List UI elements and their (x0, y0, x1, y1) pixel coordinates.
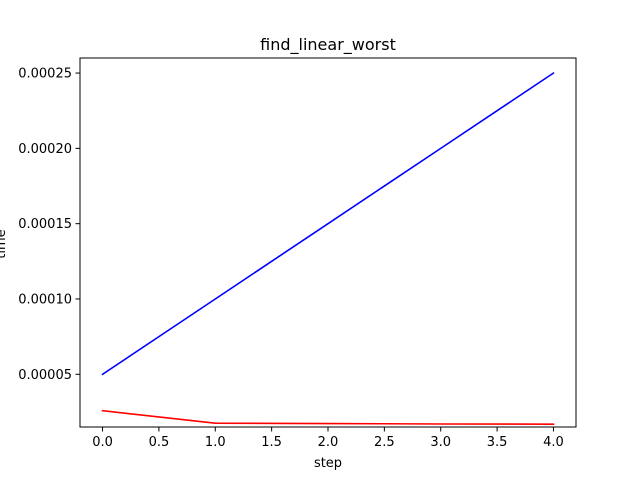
y-tick-label: 0.00005 (18, 368, 72, 383)
series-line-1 (101, 71, 555, 376)
x-tick-label: 4.0 (543, 435, 564, 450)
y-tick-label: 0.00025 (18, 67, 72, 82)
x-tick-label: 1.5 (261, 435, 282, 450)
y-tick-label: 0.00020 (18, 142, 72, 157)
x-axis-label: step (314, 456, 342, 471)
x-tick-label: 3.0 (430, 435, 451, 450)
x-tick-label: 1.0 (205, 435, 226, 450)
series-line-2 (101, 409, 555, 425)
x-tick-label: 0.0 (92, 435, 113, 450)
x-tick-label: 0.5 (149, 435, 170, 450)
x-tick-label: 2.0 (318, 435, 339, 450)
y-tick-label: 0.00015 (18, 217, 72, 232)
y-tick-label: 0.00010 (18, 292, 72, 307)
x-tick-label: 2.5 (374, 435, 395, 450)
plot-area: 0.0 0.5 1.0 1.5 2.0 2.5 3.0 3.5 4.0 0.00005 0.0001… (18, 57, 577, 450)
x-tick-label: 3.5 (487, 435, 508, 450)
chart-title: find_linear_worst (260, 35, 396, 55)
y-axis-label: time (0, 229, 9, 258)
